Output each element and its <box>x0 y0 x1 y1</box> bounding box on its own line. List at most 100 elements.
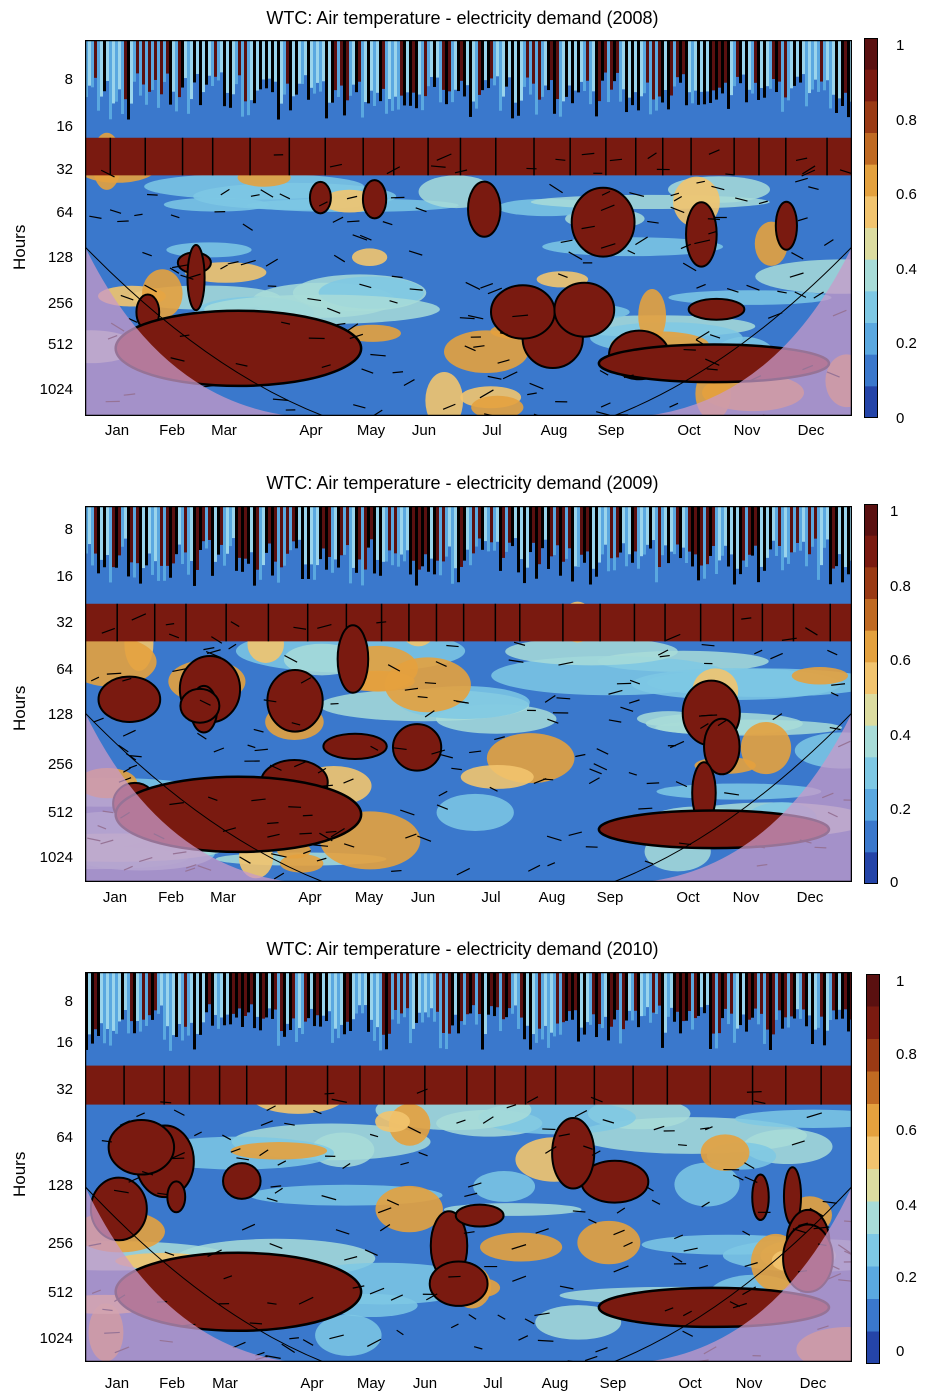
high-frequency-stripe <box>847 506 850 575</box>
high-frequency-stripe <box>448 40 451 92</box>
phase-arrow <box>823 239 834 247</box>
high-frequency-stripe <box>565 972 568 1021</box>
high-frequency-stripe <box>730 40 733 96</box>
phase-arrow <box>512 1275 527 1282</box>
high-frequency-stripe <box>157 506 160 581</box>
phase-arrow <box>629 192 645 197</box>
high-frequency-stripe <box>673 972 676 1022</box>
colorbar-segment <box>866 1169 880 1203</box>
high-frequency-stripe <box>754 506 757 546</box>
high-frequency-stripe <box>766 40 769 87</box>
x-tick: Oct <box>678 1375 702 1392</box>
mid-coherence-region <box>460 764 534 789</box>
high-frequency-stripe <box>433 40 436 87</box>
significant-coherence-island <box>266 668 324 733</box>
high-frequency-stripe <box>187 506 190 575</box>
cone-of-influence-right <box>583 246 852 416</box>
high-frequency-stripe <box>304 40 307 76</box>
phase-arrow <box>581 152 595 156</box>
high-frequency-stripe <box>520 506 523 560</box>
high-frequency-stripe <box>826 972 829 1031</box>
high-frequency-stripe <box>199 972 202 1035</box>
high-frequency-stripe <box>805 972 808 1027</box>
high-frequency-stripe <box>736 972 739 1029</box>
phase-arrow <box>657 649 669 656</box>
high-frequency-stripe <box>256 506 259 570</box>
high-frequency-stripe <box>490 40 493 79</box>
high-frequency-stripe <box>721 972 724 1019</box>
high-frequency-stripe <box>463 972 466 1025</box>
phase-arrow <box>144 284 157 293</box>
high-frequency-stripe <box>562 40 565 102</box>
high-frequency-stripe <box>169 40 172 105</box>
high-frequency-stripe <box>172 972 175 1036</box>
high-frequency-stripe <box>739 506 742 575</box>
high-frequency-stripe <box>307 972 310 1019</box>
high-frequency-stripe <box>775 972 778 1020</box>
colorbar-tick: 0.4 <box>896 261 917 278</box>
high-frequency-stripe <box>196 506 199 570</box>
phase-arrow <box>480 282 494 289</box>
significant-coherence-island <box>107 1119 176 1176</box>
high-frequency-stripe <box>502 40 505 97</box>
high-frequency-stripe <box>631 40 634 106</box>
high-frequency-stripe <box>379 40 382 102</box>
colorbar-segment <box>864 259 878 292</box>
phase-arrow <box>777 290 787 294</box>
colorbar-segment <box>866 1071 880 1105</box>
phase-arrow <box>627 249 636 255</box>
low-coherence-band <box>755 259 852 294</box>
high-frequency-stripe <box>751 506 754 556</box>
high-frequency-stripe <box>100 40 103 97</box>
high-frequency-stripe <box>355 506 358 573</box>
high-frequency-stripe <box>550 506 553 557</box>
high-frequency-stripe <box>733 40 736 87</box>
high-frequency-stripe <box>556 40 559 100</box>
high-frequency-stripe <box>364 40 367 103</box>
phase-arrow <box>387 664 401 672</box>
high-frequency-stripe <box>424 40 427 97</box>
high-frequency-stripe <box>151 972 154 1020</box>
high-frequency-stripe <box>235 40 238 85</box>
colorbar-segment <box>864 69 878 102</box>
phase-arrow <box>120 294 134 301</box>
phase-arrow <box>489 786 498 792</box>
high-frequency-stripe <box>835 972 838 1020</box>
colorbar-segment <box>866 1331 880 1364</box>
phase-arrow <box>131 613 147 621</box>
phase-arrow <box>347 220 360 223</box>
high-frequency-stripe <box>817 972 820 1028</box>
y-tick: 16 <box>56 118 73 135</box>
high-frequency-stripe <box>733 506 736 585</box>
phase-arrow <box>160 1101 172 1104</box>
phase-arrow <box>518 1335 529 1341</box>
high-frequency-stripe <box>283 40 286 95</box>
phase-arrow <box>266 1105 276 1112</box>
high-frequency-stripe <box>202 40 205 93</box>
high-frequency-stripe <box>115 40 118 102</box>
high-frequency-stripe <box>844 506 847 568</box>
high-frequency-stripe <box>802 972 805 1010</box>
phase-arrow <box>269 764 282 771</box>
high-frequency-stripe <box>499 40 502 111</box>
high-frequency-stripe <box>547 506 550 569</box>
high-frequency-stripe <box>595 972 598 1038</box>
high-frequency-stripe <box>151 40 154 90</box>
high-frequency-stripe <box>634 506 637 552</box>
high-frequency-stripe <box>412 972 415 1029</box>
phase-arrow <box>813 291 824 299</box>
high-frequency-stripe <box>181 506 184 565</box>
phase-arrow <box>349 333 364 340</box>
high-frequency-stripe <box>385 506 388 562</box>
colorbar-segment <box>864 630 878 663</box>
high-frequency-stripe <box>664 506 667 546</box>
high-frequency-stripe <box>259 40 262 90</box>
high-frequency-stripe <box>751 972 754 1018</box>
high-frequency-stripe <box>550 972 553 1033</box>
phase-arrow <box>608 719 622 723</box>
high-frequency-stripe <box>514 972 517 1006</box>
x-tick: Jan <box>102 889 128 906</box>
high-frequency-stripe <box>535 506 538 579</box>
high-frequency-stripe <box>469 972 472 1014</box>
colorbar-tick: 0 <box>890 874 899 891</box>
